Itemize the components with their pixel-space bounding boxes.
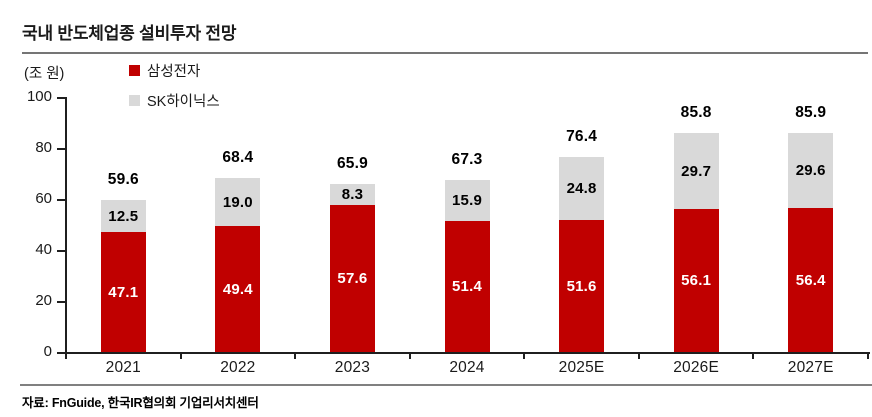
bar-samsung: 51.6 (559, 220, 605, 352)
bar-samsung: 56.4 (788, 208, 834, 352)
bar-skhynix-value: 19.0 (222, 193, 253, 211)
title-divider (22, 52, 868, 54)
x-category-label: 2025E (558, 359, 605, 376)
bar-skhynix-value: 8.3 (341, 186, 364, 203)
bar-total-label: 85.9 (795, 104, 827, 121)
bar-total-label: 67.3 (451, 151, 483, 168)
bar-skhynix: 24.8 (559, 157, 605, 220)
legend-swatch-samsung-icon (129, 64, 140, 76)
y-tick-label: 60 (35, 190, 52, 207)
bar-skhynix-value: 12.5 (108, 207, 139, 225)
bar-total-label: 85.8 (680, 104, 712, 121)
x-axis-line (57, 352, 870, 354)
legend-swatch-skhynix-icon (129, 94, 140, 106)
y-tick-label: 0 (43, 343, 52, 360)
x-category-label: 2026E (673, 359, 720, 376)
y-tick (57, 301, 66, 303)
bar-samsung-value: 57.6 (337, 270, 368, 287)
bar-total-label: 68.4 (222, 149, 254, 166)
bar-samsung: 57.6 (329, 205, 375, 352)
legend-item-skhynix: SK하이닉스 (129, 92, 220, 110)
bar-skhynix: 29.7 (673, 133, 719, 209)
bar-skhynix: 19.0 (215, 178, 261, 226)
chart-title: 국내 반도체업종 설비투자 전망 (22, 24, 237, 43)
x-category-label: 2021 (105, 359, 141, 376)
bar-samsung-value: 49.4 (222, 280, 253, 298)
footer-divider (20, 384, 872, 386)
x-tick (294, 352, 297, 359)
y-tick (57, 250, 66, 252)
bar-skhynix-value: 29.7 (681, 162, 712, 180)
bar-skhynix: 15.9 (444, 180, 490, 221)
bar-samsung-value: 56.4 (795, 271, 826, 289)
x-category-label: 2024 (449, 359, 485, 376)
bar-skhynix-value: 15.9 (452, 192, 482, 209)
bar-samsung-value: 51.4 (452, 278, 482, 295)
bar-samsung: 47.1 (100, 232, 146, 352)
bar-samsung-value: 56.1 (681, 272, 712, 289)
x-tick (637, 352, 640, 359)
bar-skhynix-value: 24.8 (566, 180, 597, 197)
y-axis-line (65, 97, 67, 354)
legend: 삼성전자 SK하이닉스 (129, 62, 220, 110)
y-axis-unit-label: (조 원) (24, 66, 65, 82)
source-note: 자료: FnGuide, 한국IR협의회 기업리서치센터 (22, 396, 259, 410)
y-tick-label: 80 (35, 139, 52, 156)
x-tick (179, 352, 182, 359)
legend-label-skhynix: SK하이닉스 (147, 93, 220, 110)
y-tick (57, 148, 66, 150)
bar-total-label: 65.9 (336, 155, 368, 172)
bar-skhynix: 8.3 (329, 184, 375, 205)
x-category-label: 2022 (220, 359, 256, 376)
y-tick (57, 97, 66, 99)
x-category-label: 2027E (787, 359, 834, 376)
y-tick-label: 100 (26, 88, 52, 105)
legend-label-samsung: 삼성전자 (147, 63, 201, 80)
bar-total-label: 59.6 (107, 171, 139, 188)
bar-total-label: 76.4 (566, 128, 598, 145)
bar-samsung-value: 51.6 (566, 277, 597, 295)
bar-skhynix: 29.6 (788, 133, 834, 208)
y-tick (57, 199, 66, 201)
y-tick-label: 40 (35, 241, 52, 258)
x-tick (523, 352, 526, 359)
bar-samsung: 51.4 (444, 221, 490, 352)
y-tick-label: 20 (35, 292, 52, 309)
x-tick (867, 352, 869, 359)
x-tick (752, 352, 755, 359)
x-tick (408, 352, 411, 359)
bar-samsung: 49.4 (215, 226, 261, 352)
bar-samsung: 56.1 (673, 209, 719, 352)
x-tick (65, 352, 67, 359)
x-category-label: 2023 (334, 359, 371, 376)
legend-item-samsung: 삼성전자 (129, 62, 220, 80)
bar-skhynix: 12.5 (100, 200, 146, 232)
bar-samsung-value: 47.1 (108, 283, 139, 301)
bar-skhynix-value: 29.6 (795, 162, 826, 179)
